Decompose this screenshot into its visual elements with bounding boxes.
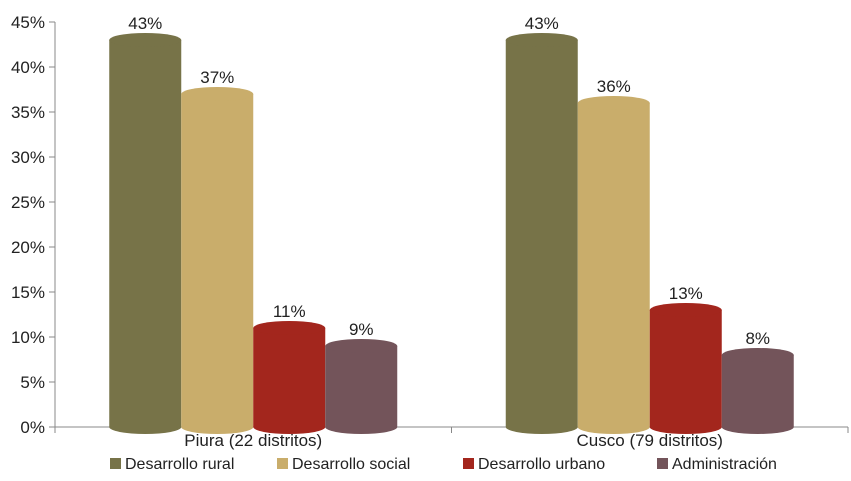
y-tick-label: 0% (20, 418, 45, 437)
bar (649, 303, 722, 435)
legend-item[interactable]: Administración (657, 456, 777, 473)
bar-body (253, 328, 326, 435)
bar-body (325, 346, 398, 435)
y-tick-label: 30% (11, 148, 45, 167)
legend-label: Administración (672, 456, 777, 473)
y-tick-label: 15% (11, 283, 45, 302)
legend-swatch (277, 458, 288, 469)
data-labels: 43% 37% 11% 9% 43% 36% 13% 8% (128, 14, 770, 348)
bar-cap (181, 87, 254, 101)
bar-body (649, 310, 722, 435)
y-tick-label: 45% (11, 13, 45, 32)
data-label: 13% (669, 284, 703, 303)
legend-item[interactable]: Desarrollo social (277, 456, 410, 473)
y-tick-label: 25% (11, 193, 45, 212)
bar (325, 339, 398, 435)
legend[interactable]: Desarrollo rural Desarrollo social Desarro… (110, 456, 777, 473)
legend-label: Desarrollo rural (125, 456, 234, 473)
legend-item[interactable]: Desarrollo urbano (463, 456, 605, 473)
bar (181, 87, 254, 435)
data-label: 11% (273, 302, 306, 321)
data-label: 9% (349, 320, 374, 339)
bar-cap (577, 96, 650, 110)
bar-body (721, 355, 794, 435)
legend-label: Desarrollo urbano (478, 456, 605, 473)
bar (505, 33, 578, 434)
bar (721, 348, 794, 435)
bar-cap (721, 348, 794, 362)
y-tick-label: 35% (11, 103, 45, 122)
bar (253, 321, 326, 435)
category-label: Cusco (79 distritos) (577, 431, 723, 450)
axes: 0% 5% 10% 15% 20% 25% 30% 35% 40% 45% Piura (22 di… (11, 13, 849, 450)
bar (109, 33, 182, 435)
data-label: 36% (597, 77, 631, 96)
bar-body (577, 103, 650, 435)
bar (577, 96, 650, 435)
y-tick-label: 5% (20, 373, 45, 392)
y-tick-label: 40% (11, 58, 45, 77)
data-label: 8% (745, 329, 770, 348)
bar-cap (109, 33, 182, 47)
y-tick-label: 10% (11, 328, 45, 347)
bar-body (109, 40, 182, 435)
y-tick-label: 20% (11, 238, 45, 257)
bar-cap (505, 33, 578, 47)
legend-swatch (657, 458, 668, 469)
legend-item[interactable]: Desarrollo rural (110, 456, 234, 473)
data-label: 43% (525, 14, 559, 33)
bar-cap (325, 339, 398, 353)
legend-label: Desarrollo social (292, 456, 410, 473)
bar-cap (253, 321, 326, 335)
bar-cap (649, 303, 722, 317)
legend-swatch (463, 458, 474, 469)
category-label: Piura (22 distritos) (184, 431, 322, 450)
data-label: 37% (200, 68, 234, 87)
data-label: 43% (128, 14, 162, 33)
bars (109, 33, 794, 435)
bar-body (505, 40, 578, 434)
legend-swatch (110, 458, 121, 469)
bar-body (181, 94, 254, 435)
